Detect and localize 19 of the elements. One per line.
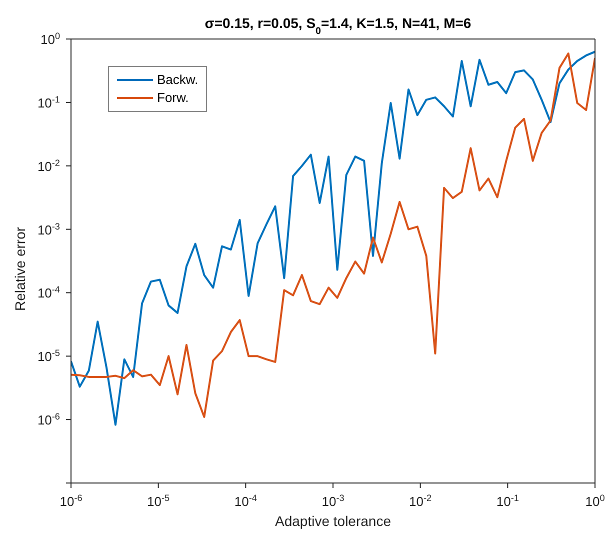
y-tick-label: 10$^{-6}$: [37, 412, 60, 428]
x-tick-label: 10$^{-1}$: [496, 493, 519, 509]
x-axis-title: Adaptive tolerance: [275, 513, 392, 529]
x-tick-label: 10$^{-6}$: [60, 493, 82, 509]
y-tick-label: 10$^{-2}$: [37, 158, 60, 174]
y-tick-label: 10$^{-1}$: [37, 94, 60, 110]
legend-label: Forw.: [157, 89, 189, 107]
y-tick-label: 10$^{-5}$: [37, 348, 60, 364]
x-tick-label: 10$^{-4}$: [234, 493, 257, 509]
y-axis-title: Relative error: [12, 226, 28, 311]
x-tick-label: 10$^{-3}$: [322, 493, 344, 509]
x-tick-label: 10$^{0}$: [585, 493, 605, 509]
legend-label: Backw.: [157, 71, 198, 89]
y-tick-label: 10$^{-4}$: [37, 284, 60, 301]
x-tick-label: 10$^{-2}$: [409, 493, 432, 509]
x-tick-label: 10$^{-5}$: [147, 493, 170, 509]
chart-title: σ=0.15, r=0.05, S$_{0}$=1.4, K=1.5, N=41, M=6: [204, 15, 472, 36]
y-tick-label: 10$^{-3}$: [37, 221, 60, 238]
y-tick-label: 10$^{0}$: [40, 31, 60, 47]
